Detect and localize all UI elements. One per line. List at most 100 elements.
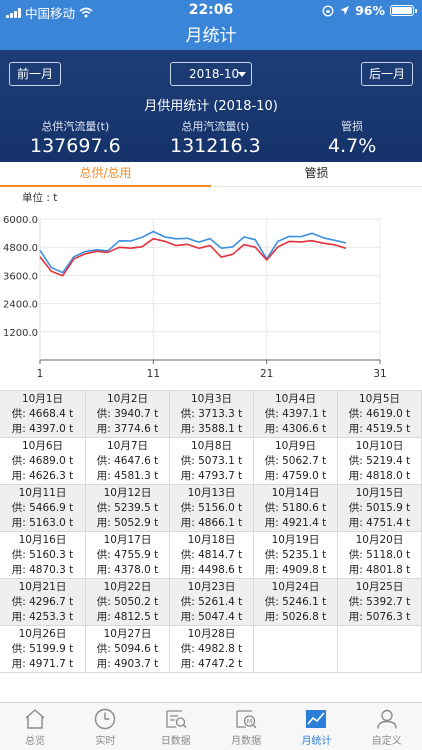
tab-label: 自定义 — [371, 736, 402, 747]
day-supply: 供: 3713.3 t — [180, 408, 243, 420]
day-cell: 10月16日 供: 5160.3 t 用: 4870.3 t — [0, 532, 86, 579]
next-month-button[interactable]: 后一月 — [360, 62, 413, 86]
day-cell: 10月26日 供: 5199.9 t 用: 4971.7 t — [0, 626, 86, 673]
day-supply: 供: 5199.9 t — [11, 643, 74, 655]
wifi-icon — [79, 7, 93, 18]
tab-label: 日数据 — [160, 736, 191, 747]
y-tick-label: 2400.0 — [3, 300, 38, 311]
day-date: 10月15日 — [355, 487, 404, 499]
summary-header: 前一月 2018-10 后一月 月供用统计 (2018-10) 总供汽流量(t)… — [0, 50, 422, 162]
day-date: 10月27日 — [103, 628, 152, 640]
month-data-icon: M — [236, 710, 257, 729]
day-cell: 10月7日 供: 4647.6 t 用: 4581.3 t — [86, 438, 170, 485]
tab-month-stats[interactable]: 月统计 — [281, 703, 351, 750]
clock-icon — [95, 708, 116, 730]
day-use: 用: 4921.4 t — [264, 517, 327, 529]
day-use: 用: 3588.1 t — [180, 423, 243, 435]
day-use: 用: 4812.5 t — [96, 611, 159, 623]
day-supply: 供: 5073.1 t — [180, 455, 243, 467]
day-date: 10月6日 — [21, 440, 64, 452]
day-cell: 10月28日 供: 4982.8 t 用: 4747.2 t — [170, 626, 254, 673]
day-use: 用: 4870.3 t — [11, 564, 74, 576]
tab-pipe-loss[interactable]: 管损 — [304, 166, 329, 180]
day-use: 用: 5047.4 t — [180, 611, 243, 623]
day-use: 用: 4793.7 t — [180, 470, 243, 482]
day-supply: 供: 5246.1 t — [264, 596, 327, 608]
tab-day-data[interactable]: 日数据 — [141, 703, 211, 750]
day-cell: 10月8日 供: 5073.1 t 用: 4793.7 t — [170, 438, 254, 485]
tab-month-data[interactable]: M 月数据 — [211, 703, 281, 750]
day-date: 10月26日 — [18, 628, 67, 640]
day-use: 用: 4581.3 t — [96, 470, 159, 482]
page-title: 月统计 — [0, 22, 422, 50]
tab-supply-use[interactable]: 总供/总用 — [0, 162, 211, 187]
day-cell: 10月1日 供: 4668.4 t 用: 4397.0 t — [0, 391, 86, 438]
day-date: 10月23日 — [187, 581, 236, 593]
day-supply: 供: 4668.4 t — [11, 408, 74, 420]
day-date: 10月12日 — [103, 487, 152, 499]
battery-percent: 96% — [355, 3, 385, 18]
signal-icon — [6, 7, 21, 18]
day-date: 10月14日 — [271, 487, 320, 499]
day-cell: 10月17日 供: 4755.9 t 用: 4378.0 t — [86, 532, 170, 579]
day-supply: 供: 4619.0 t — [348, 408, 411, 420]
tab-overview[interactable]: 总览 — [0, 703, 70, 750]
day-supply: 供: 5235.1 t — [264, 549, 327, 561]
day-supply: 供: 5160.3 t — [11, 549, 74, 561]
x-tick-label: 1 — [37, 368, 44, 380]
day-cell: 10月24日 供: 5246.1 t 用: 5026.8 t — [254, 579, 338, 626]
day-date: 10月22日 — [103, 581, 152, 593]
day-supply: 供: 5062.7 t — [264, 455, 327, 467]
home-icon — [25, 709, 45, 729]
day-cell: 10月5日 供: 4619.0 t 用: 4519.5 t — [338, 391, 422, 438]
day-cell: 10月14日 供: 5180.6 t 用: 4921.4 t — [254, 485, 338, 532]
stat-label: 总用汽流量(t) — [181, 120, 250, 133]
day-use: 用: 5052.9 t — [96, 517, 159, 529]
day-supply: 供: 4296.7 t — [11, 596, 74, 608]
day-cell: 10月21日 供: 4296.7 t 用: 4253.3 t — [0, 579, 86, 626]
day-cell: 10月27日 供: 5094.6 t 用: 4903.7 t — [86, 626, 170, 673]
series-line-0 — [39, 230, 347, 274]
user-icon — [377, 709, 397, 729]
day-supply: 供: 5118.0 t — [348, 549, 411, 561]
prev-month-button[interactable]: 前一月 — [9, 62, 62, 86]
stat-total-use: 总用汽流量(t) 131216.3 — [170, 118, 261, 157]
empty-cell — [338, 626, 422, 673]
day-date: 10月5日 — [358, 393, 401, 405]
x-tick-label: 21 — [260, 368, 273, 380]
series-line-1 — [39, 237, 347, 277]
status-bar: 中国移动 22:06 96% — [0, 0, 422, 22]
day-cell: 10月18日 供: 4814.7 t 用: 4498.6 t — [170, 532, 254, 579]
battery-icon — [390, 5, 417, 16]
day-cell: 10月22日 供: 5050.2 t 用: 4812.5 t — [86, 579, 170, 626]
day-supply: 供: 5261.4 t — [180, 596, 243, 608]
stat-value: 131216.3 — [170, 135, 261, 157]
day-supply: 供: 5050.2 t — [96, 596, 159, 608]
y-tick-label: 6000.0 — [3, 215, 38, 226]
day-date: 10月1日 — [21, 393, 64, 405]
tab-realtime[interactable]: 实时 — [70, 703, 140, 750]
day-cell: 10月10日 供: 5219.4 t 用: 4818.0 t — [338, 438, 422, 485]
bottom-tab-bar: 总览 实时 日数据 M 月数据 — [0, 702, 422, 750]
day-cell: 10月2日 供: 3940.7 t 用: 3774.6 t — [86, 391, 170, 438]
day-use: 用: 4759.0 t — [264, 470, 327, 482]
day-cell: 10月19日 供: 5235.1 t 用: 4909.8 t — [254, 532, 338, 579]
month-select[interactable]: 2018-10 — [170, 62, 252, 86]
tab-custom[interactable]: 自定义 — [352, 703, 422, 750]
day-use: 用: 4498.6 t — [180, 564, 243, 576]
tab-label: 月数据 — [231, 736, 262, 747]
day-date: 10月11日 — [18, 487, 67, 499]
day-use: 用: 4801.8 t — [348, 564, 411, 576]
stat-label: 总供汽流量(t) — [41, 120, 110, 133]
day-supply: 供: 5094.6 t — [96, 643, 159, 655]
day-cell: 10月4日 供: 4397.1 t 用: 4306.6 t — [254, 391, 338, 438]
status-left: 中国移动 — [6, 3, 93, 22]
day-date: 10月17日 — [103, 534, 152, 546]
x-tick-label: 11 — [147, 368, 160, 380]
day-use: 用: 5026.8 t — [264, 611, 327, 623]
day-cell: 10月15日 供: 5015.9 t 用: 4751.4 t — [338, 485, 422, 532]
day-date: 10月19日 — [271, 534, 320, 546]
day-date: 10月2日 — [106, 393, 149, 405]
day-supply: 供: 5392.7 t — [348, 596, 411, 608]
